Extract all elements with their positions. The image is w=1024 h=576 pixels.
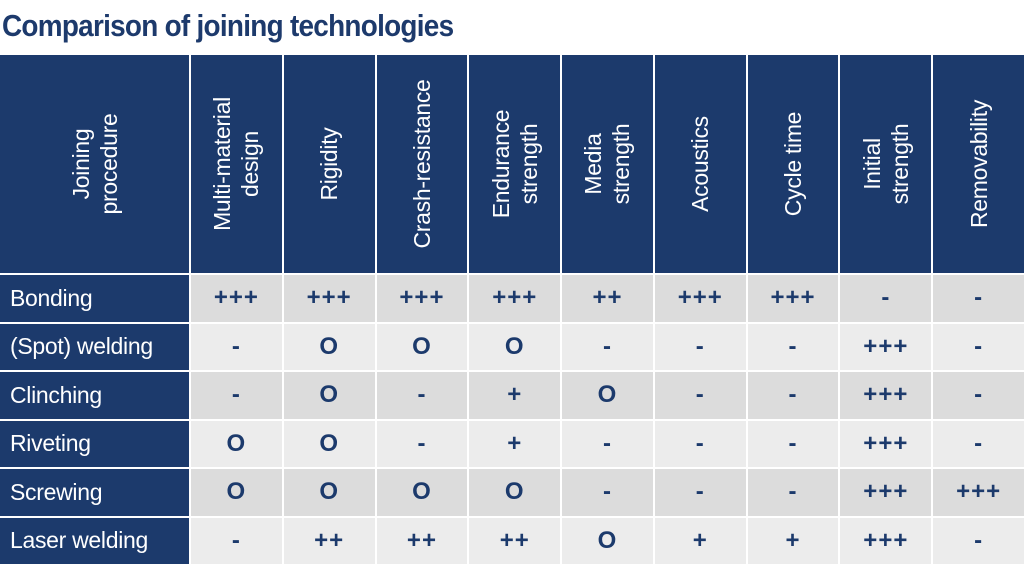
column-header-label: Endurance strength bbox=[487, 109, 542, 219]
table-cell-value: - bbox=[654, 469, 746, 516]
table-cell-value: - bbox=[933, 372, 1024, 419]
table-cell-value: O bbox=[376, 323, 468, 370]
column-header-label: Crash-resistance bbox=[408, 79, 435, 249]
table-cell-value: O bbox=[283, 469, 375, 516]
table-cell-value: O bbox=[283, 420, 375, 467]
column-header-cell: Crash-resistance bbox=[376, 55, 468, 273]
table-cell-value: - bbox=[933, 420, 1024, 467]
table-cell-value: +++ bbox=[840, 469, 932, 516]
row-label: Bonding bbox=[0, 275, 189, 322]
table-cell-value: O bbox=[469, 469, 561, 516]
table-cell-value: + bbox=[747, 517, 839, 564]
column-header-label: Initial strength bbox=[858, 123, 913, 205]
column-header-cell: Media strength bbox=[562, 55, 653, 273]
table-cell-value: - bbox=[376, 372, 468, 419]
table-cell-value: + bbox=[469, 420, 561, 467]
table-cell-value: - bbox=[747, 323, 839, 370]
column-header-cell: Cycle time bbox=[747, 55, 839, 273]
table-cell-value: + bbox=[654, 517, 746, 564]
table-cell-value: O bbox=[283, 323, 375, 370]
table-cell-value: ++ bbox=[469, 517, 561, 564]
column-header-label: Removability bbox=[965, 99, 992, 229]
table-cell-value: - bbox=[654, 420, 746, 467]
table-cell-value: +++ bbox=[747, 275, 839, 322]
table-cell-value: ++ bbox=[562, 275, 653, 322]
table-cell-value: +++ bbox=[469, 275, 561, 322]
table-cell-value: - bbox=[654, 323, 746, 370]
table-cell-value: +++ bbox=[654, 275, 746, 322]
table-cell-value: - bbox=[747, 420, 839, 467]
column-header-label: Rigidity bbox=[316, 127, 343, 201]
table-cell-value: - bbox=[191, 517, 282, 564]
table-cell-value: ++ bbox=[283, 517, 375, 564]
table-cell-value: - bbox=[562, 323, 653, 370]
table-cell-value: - bbox=[747, 372, 839, 419]
table-cell-value: +++ bbox=[840, 420, 932, 467]
corner-header-cell: Joining procedure bbox=[0, 55, 189, 273]
table-cell-value: O bbox=[283, 372, 375, 419]
table-cell-value: +++ bbox=[191, 275, 282, 322]
table-cell-value: - bbox=[840, 275, 932, 322]
table-cell-value: - bbox=[191, 372, 282, 419]
column-header-cell: Endurance strength bbox=[469, 55, 561, 273]
table-cell-value: - bbox=[562, 420, 653, 467]
row-label: Riveting bbox=[0, 420, 189, 467]
table-cell-value: - bbox=[376, 420, 468, 467]
corner-header-label: Joining procedure bbox=[67, 113, 122, 215]
table-cell-value: +++ bbox=[840, 517, 932, 564]
table-cell-value: O bbox=[191, 420, 282, 467]
column-header-cell: Rigidity bbox=[283, 55, 375, 273]
table-cell-value: - bbox=[191, 323, 282, 370]
column-header-label: Cycle time bbox=[780, 111, 807, 217]
table-title: Comparison of joining technologies bbox=[2, 8, 454, 43]
table-cell-value: +++ bbox=[283, 275, 375, 322]
column-header-label: Acoustics bbox=[687, 116, 714, 212]
row-label: (Spot) welding bbox=[0, 323, 189, 370]
table-cell-value: - bbox=[562, 469, 653, 516]
column-header-label: Media strength bbox=[580, 123, 635, 205]
table-cell-value: - bbox=[747, 469, 839, 516]
table-cell-value: +++ bbox=[376, 275, 468, 322]
column-header-cell: Acoustics bbox=[654, 55, 746, 273]
table-cell-value: - bbox=[933, 275, 1024, 322]
column-header-cell: Multi-material design bbox=[191, 55, 282, 273]
table-cell-value: O bbox=[562, 372, 653, 419]
column-header-label: Multi-material design bbox=[209, 97, 264, 231]
table-cell-value: O bbox=[376, 469, 468, 516]
table-cell-value: +++ bbox=[933, 469, 1024, 516]
table-cell-value: +++ bbox=[840, 323, 932, 370]
comparison-table: Joining procedure Multi-material design Ri… bbox=[0, 55, 1024, 564]
table-cell-value: O bbox=[562, 517, 653, 564]
column-header-cell: Removability bbox=[933, 55, 1024, 273]
row-label: Clinching bbox=[0, 372, 189, 419]
table-cell-value: ++ bbox=[376, 517, 468, 564]
column-header-cell: Initial strength bbox=[840, 55, 932, 273]
table-cell-value: - bbox=[654, 372, 746, 419]
table-cell-value: - bbox=[933, 517, 1024, 564]
row-label: Screwing bbox=[0, 469, 189, 516]
table-cell-value: O bbox=[191, 469, 282, 516]
table-cell-value: - bbox=[933, 323, 1024, 370]
table-cell-value: +++ bbox=[840, 372, 932, 419]
table-cell-value: + bbox=[469, 372, 561, 419]
row-label: Laser welding bbox=[0, 517, 189, 564]
table-cell-value: O bbox=[469, 323, 561, 370]
